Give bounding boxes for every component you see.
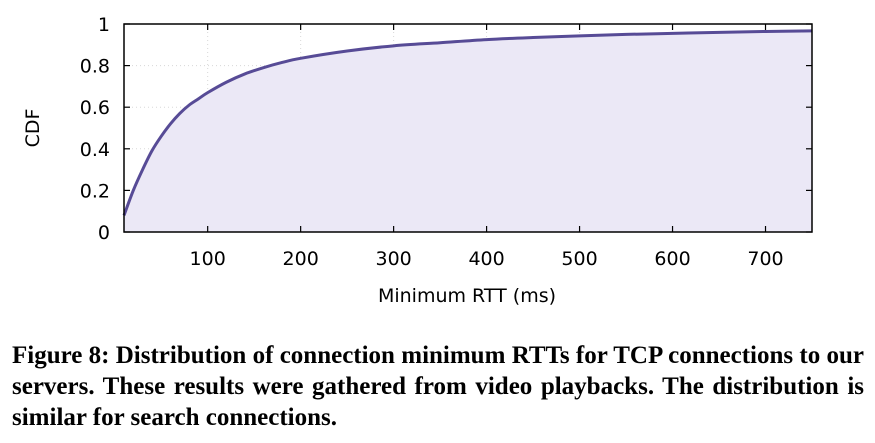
- ticks: 100 200 300 400 500 600 700 0 0.2 0.4 0.6 0.8 1: [80, 14, 812, 270]
- y-tick-label: 0.6: [80, 97, 110, 119]
- cdf-area: [124, 30, 812, 233]
- x-tick-label: 700: [747, 248, 783, 270]
- y-tick-label: 0.8: [80, 56, 110, 78]
- x-tick-label: 400: [468, 248, 504, 270]
- cdf-line: [122, 29, 813, 216]
- x-axis-label: Minimum RTT (ms): [378, 285, 556, 307]
- x-tick-label: 100: [190, 248, 226, 270]
- y-tick-label: 1: [98, 14, 110, 36]
- y-axis-label: CDF: [22, 109, 44, 148]
- y-tick-label: 0.2: [80, 180, 110, 202]
- x-tick-label: 500: [561, 248, 597, 270]
- plot-frame: [123, 23, 813, 233]
- x-tick-label: 300: [375, 248, 411, 270]
- y-tick-label: 0: [98, 222, 110, 244]
- x-tick-label: 200: [283, 248, 319, 270]
- figure-caption: Figure 8: Distribution of connection min…: [12, 342, 864, 431]
- x-tick-label: 600: [654, 248, 690, 270]
- y-tick-label: 0.4: [80, 139, 110, 161]
